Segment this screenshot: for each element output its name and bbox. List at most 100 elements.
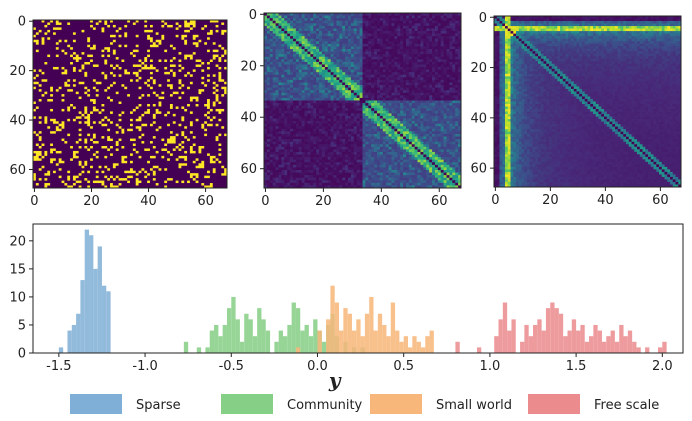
heatmap-cell (218, 153, 221, 156)
heatmap-cell (59, 173, 62, 176)
heatmap-cell (130, 106, 133, 109)
heatmap-cell (161, 25, 164, 28)
heatmap-cell (73, 79, 76, 82)
heatmap-cell (267, 16, 270, 19)
heatmap-cell (70, 141, 73, 144)
heatmap-cell (190, 134, 193, 137)
heatmap-cell (176, 153, 179, 156)
heatmap-cell (363, 23, 366, 26)
heatmap-cell (170, 146, 173, 149)
heatmap-cell (130, 37, 133, 40)
heatmap-cell (87, 151, 90, 154)
heatmap-cell (110, 40, 113, 43)
heatmap-cell (147, 62, 150, 65)
heatmap-cell (218, 30, 221, 33)
heatmap-cell (84, 92, 87, 95)
heatmap-cell (133, 32, 136, 35)
heatmap-cell (141, 35, 144, 38)
heatmap-cell (101, 176, 104, 179)
heatmap-cell (42, 171, 45, 174)
heatmap-cell (156, 126, 159, 129)
heatmap-cell (144, 139, 147, 142)
heatmap-cell (196, 176, 199, 179)
heatmap-cell (110, 126, 113, 129)
heatmap-cell (389, 21, 392, 24)
heatmap-cell (87, 52, 90, 55)
heatmap-cell (99, 69, 102, 72)
heatmap-cell (190, 114, 193, 117)
heatmap-cell (147, 121, 150, 124)
heatmap-cell (39, 87, 42, 90)
heatmap-cell (53, 55, 56, 58)
heatmap-cell (84, 178, 87, 181)
heatmap-cell (121, 22, 124, 25)
heatmap-cell (116, 139, 119, 142)
heatmap-cell (204, 60, 207, 63)
heatmap-cell (302, 18, 305, 21)
heatmap-cell (67, 42, 70, 45)
heatmap-cell (59, 131, 62, 134)
heatmap-cell (204, 55, 207, 58)
heatmap-cell (50, 99, 53, 102)
heatmap-cell (173, 114, 176, 117)
heatmap-cell (173, 62, 176, 65)
heatmap-cell (76, 64, 79, 67)
heatmap-cell (107, 30, 110, 33)
heatmap-cell (204, 166, 207, 169)
heatmap-cell (201, 136, 204, 139)
heatmap-cell (196, 183, 199, 186)
heatmap-cell (56, 136, 59, 139)
heatmap-cell (221, 69, 224, 72)
heatmap-cell (435, 23, 438, 26)
heatmap-cell (221, 126, 224, 129)
heatmap-cell (181, 55, 184, 58)
heatmap-cell (164, 72, 167, 75)
heatmap-cell (221, 139, 224, 142)
heatmap-cell (59, 166, 62, 169)
heatmap-cell (84, 40, 87, 43)
heatmap-cell (116, 89, 119, 92)
heatmap-cell (164, 131, 167, 134)
heatmap-cell (452, 16, 455, 19)
heatmap-cell (36, 136, 39, 139)
heatmap-cell (121, 79, 124, 82)
heatmap-cell (36, 30, 39, 33)
heatmap-cell (156, 156, 159, 159)
heatmap-cell (204, 57, 207, 60)
heatmap-cell (159, 136, 162, 139)
heatmap-cell (39, 84, 42, 87)
heatmap-cell (121, 144, 124, 147)
heatmap-cell (184, 55, 187, 58)
heatmap-cell (176, 176, 179, 179)
heatmap-cell (113, 62, 116, 65)
heatmap-cell (113, 161, 116, 164)
heatmap-cell (210, 89, 213, 92)
heatmap-cell (84, 84, 87, 87)
heatmap-cell (136, 32, 139, 35)
heatmap-cell (76, 176, 79, 179)
heatmap-cell (184, 67, 187, 70)
heatmap-cell (64, 119, 67, 122)
heatmap-cell (121, 168, 124, 171)
heatmap-cell (216, 22, 219, 25)
heatmap-cell (76, 114, 79, 117)
heatmap-cell (96, 87, 99, 90)
heatmap-cell (67, 168, 70, 171)
heatmap-cell (187, 99, 190, 102)
heatmap-cell (136, 144, 139, 147)
heatmap-cell (153, 106, 156, 109)
heatmap-cell (136, 126, 139, 129)
heatmap-cell (47, 163, 50, 166)
heatmap-cell (190, 161, 193, 164)
heatmap-cell (59, 104, 62, 107)
heatmap-cell (76, 171, 79, 174)
heatmap-cell (201, 64, 204, 67)
heatmap-cell (56, 183, 59, 186)
heatmap-cell (59, 45, 62, 48)
heatmap-cell (193, 67, 196, 70)
heatmap-cell (159, 129, 162, 132)
heatmap-cell (273, 23, 276, 26)
heatmap-cell (70, 42, 73, 45)
heatmap-cell (216, 144, 219, 147)
heatmap-cell (87, 158, 90, 161)
